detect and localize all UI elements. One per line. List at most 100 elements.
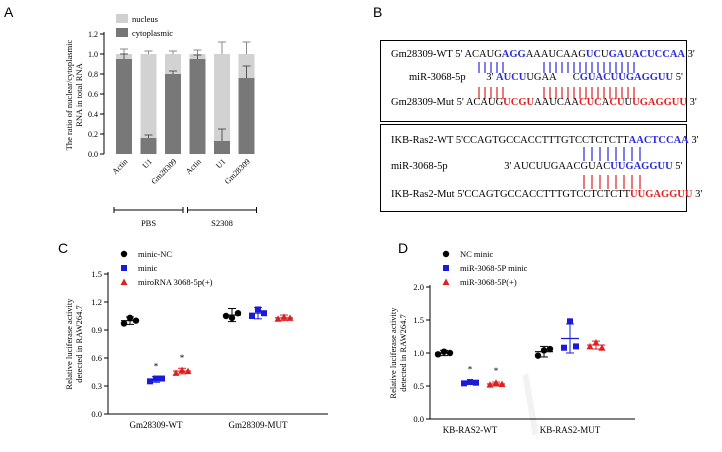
a-bar-cytoplasmic (116, 59, 132, 154)
d-significance-star: * (494, 366, 499, 376)
d-legend-label: miR-3068-5P(+) (460, 277, 517, 287)
a-bar-nucleus (214, 54, 230, 141)
c-data-point (222, 312, 230, 320)
seq-seed: GUACU (579, 72, 619, 83)
seq-part: C (572, 72, 580, 83)
a-x-tick-label: U1 (214, 157, 227, 170)
mir-3068-row-2: miR-3068-5p 3' AUCUUGAACGUACUUGAGGUU 5' (391, 161, 682, 172)
c-legend-label: minic-NC (138, 249, 172, 259)
seq-end: 3' (695, 189, 703, 200)
a-bar-nucleus (140, 54, 157, 138)
a-x-tick-label: Gm28309 (223, 157, 252, 186)
c-data-point (274, 315, 282, 322)
a-y-tick-label: 0.4 (88, 110, 98, 119)
gm28309-wt-label: Gm28309-WT 5' (391, 49, 463, 60)
c-y-tick-label: 0.3 (91, 381, 102, 391)
gm28309-mut-row: Gm28309-Mut 5' ACAUGUCGUAAUCAACUCACUUUGA… (391, 97, 697, 108)
seq-part: U (624, 97, 633, 108)
d-data-point (492, 379, 500, 386)
a-y-tick-label: 0.6 (88, 90, 98, 99)
seq-end: 5' (675, 72, 683, 83)
d-data-point (586, 342, 594, 350)
seq-mut: CU (609, 97, 625, 108)
c-data-point (172, 369, 180, 376)
c-data-point (159, 375, 165, 382)
a-y-tick-label: 1.2 (88, 30, 98, 39)
sequence-box-ikb-ras2: IKB-Ras2-WT 5'CCAGTGCCACCTTTGTCCTCTCTTAA… (380, 124, 702, 212)
a-bar-cytoplasmic (189, 59, 206, 154)
a-y-label: RNA in total RNA (74, 62, 84, 126)
seq-seed: UGAGGUU (618, 72, 674, 83)
d-data-point (498, 380, 506, 388)
a-bar-cytoplasmic (238, 78, 255, 154)
d-significance-star: * (468, 365, 473, 375)
ikb-ras2-wt-label: IKB-Ras2-WT 5' (391, 135, 463, 146)
d-data-point (592, 338, 600, 346)
c-legend-marker (120, 250, 128, 258)
d-x-tick-label: KB-RAS2-WT (443, 425, 498, 435)
gm28309-wt-row: Gm28309-WT 5' ACAUGAGGAAAUCAAGUCUGAUACUC… (391, 49, 695, 60)
d-legend-label: miR-3068-5P minic (460, 263, 528, 273)
seq-seed: ACUCCAA (631, 49, 686, 60)
c-x-tick-label: Gm28309-WT (130, 420, 183, 430)
c-legend-label: minic (138, 263, 158, 273)
d-legend-marker (442, 250, 450, 258)
ikb-ras2-mut-label: IKB-Ras2-Mut 5' (391, 189, 465, 200)
a-bar-nucleus (165, 54, 181, 74)
a-legend-swatch (116, 28, 128, 37)
c-significance-star: * (180, 353, 185, 363)
seq-part: U (624, 49, 632, 60)
d-data-point (440, 348, 448, 355)
d-y-tick-label: 1.5 (413, 315, 424, 325)
c-significance-star: * (154, 361, 159, 371)
seq-end: 3' (691, 135, 699, 146)
mir-3068-row-1: miR-3068-5p 3' AUCUUGAA CGUACUUGAGGUU 5' (409, 72, 683, 83)
a-group-label: PBS (141, 218, 156, 228)
mir-label: miR-3068-5p (391, 161, 448, 172)
d-data-point (540, 347, 548, 354)
panel-letter-b: B (373, 4, 383, 20)
seq-part: CCAGTGCCACCTTTGTCCTCTCTT (462, 135, 629, 146)
c-data-point (286, 314, 294, 321)
c-data-point (255, 306, 261, 313)
c-data-point (120, 320, 128, 327)
c-x-tick-label: Gm28309-MUT (229, 420, 288, 430)
d-data-point (446, 349, 454, 357)
d-data-point (486, 381, 494, 388)
a-y-tick-label: 0.2 (88, 130, 98, 139)
seq-seed: UC (585, 49, 601, 60)
d-legend-marker (442, 278, 450, 285)
seq-mut: UGAGGUU (632, 97, 687, 108)
d-legend-marker (443, 265, 449, 271)
c-data-point (126, 314, 134, 322)
c-y-tick-label: 1.5 (91, 269, 102, 279)
seq-end: 3' (687, 49, 695, 60)
seq-part: AAUCAA (534, 97, 580, 108)
c-legend-label: miroRNA 3068-5p(+) (138, 277, 213, 287)
a-y-tick-label: 0.8 (88, 70, 98, 79)
c-data-point (261, 310, 267, 317)
seq-part: 3' AUCUUGAACGUAC (504, 161, 611, 172)
c-data-point (234, 310, 242, 317)
c-y-tick-label: 0.9 (91, 325, 102, 335)
figure-canvas: 0.0 0.2 0.4 0.6 0.8 1.0 1.2 The ratio of nuclea… (64, 14, 635, 435)
seq-part: AAAUCAAG (525, 49, 586, 60)
seq-seed: UUGAGGUU (610, 161, 673, 172)
seq-seed: GA (608, 49, 625, 60)
c-y-label: Relative luciferase activity (64, 298, 74, 390)
d-data-point (534, 352, 542, 359)
seq-part: 3' (486, 72, 496, 83)
d-y-tick-label: 1.0 (413, 348, 424, 358)
c-data-point (184, 367, 192, 375)
c-data-point (228, 314, 236, 322)
seq-part: ACAUG (464, 49, 502, 60)
seq-mut: UCGU (503, 97, 535, 108)
a-y-tick-label: 0.0 (88, 150, 98, 159)
seq-seed: AACTCCAA (628, 135, 689, 146)
d-data-point (473, 379, 479, 386)
d-data-point (598, 344, 606, 351)
mir-label: miR-3068-5p (409, 72, 466, 83)
a-x-tick-label: Gm28309 (149, 157, 178, 186)
d-legend-label: NC minic (460, 249, 494, 259)
d-data-point (561, 344, 567, 351)
